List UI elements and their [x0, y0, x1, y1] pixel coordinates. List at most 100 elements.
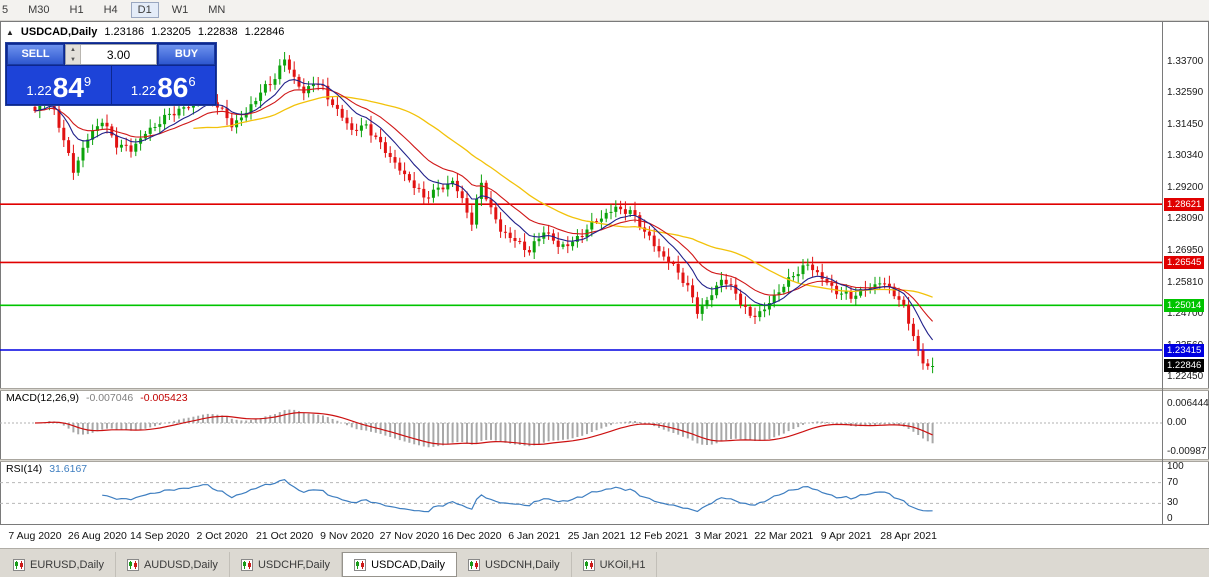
chart-icon: [582, 558, 595, 571]
date-axis-label: 26 Aug 2020: [67, 530, 127, 542]
macd-signal-value: -0.005423: [140, 392, 188, 404]
buy-price-pips: 86: [157, 72, 189, 104]
date-axis-label: 3 Mar 2021: [694, 530, 748, 542]
timeframe-button-h1[interactable]: H1: [69, 4, 84, 16]
chart-tab-label: USDCHF,Daily: [257, 558, 331, 571]
timeframe-button-h4[interactable]: H4: [103, 4, 118, 16]
chart-icon: [354, 558, 367, 571]
sell-price-pips: 84: [52, 72, 84, 104]
buy-price-prefix: 1.22: [130, 83, 157, 98]
ohlc-low: 1.22838: [197, 26, 238, 38]
volume-value[interactable]: 3.00: [106, 48, 131, 62]
level-price-tag[interactable]: 1.25014: [1164, 298, 1205, 312]
timeframe-button-m30[interactable]: M30: [28, 4, 50, 16]
macd-main-value: -0.007046: [85, 392, 134, 404]
date-axis-label: 6 Jan 2021: [508, 530, 561, 542]
date-axis-label: 14 Sep 2020: [130, 530, 190, 542]
ohlc-high: 1.23205: [151, 26, 191, 38]
date-axis-label: 2 Oct 2020: [196, 530, 248, 542]
date-axis-label: 28 Apr 2021: [880, 530, 937, 542]
macd-axis-label: -0.00987: [1167, 445, 1207, 457]
price-axis-label: 1.22450: [1167, 371, 1204, 383]
sell-price-display[interactable]: 1.22 84 9: [7, 66, 111, 104]
price-axis-label: 1.26950: [1167, 245, 1204, 257]
timeframe-toolbar: 5 M30 H1 H4 D1 W1 MN: [0, 0, 1209, 21]
rsi-axis-label: 0: [1167, 513, 1173, 524]
ohlc-close: 1.22846: [244, 26, 285, 38]
date-axis-label: 9 Apr 2021: [820, 530, 872, 542]
date-axis-label: 12 Feb 2021: [629, 530, 689, 542]
rsi-plot[interactable]: [0, 462, 1162, 524]
macd-axis-label: 0.006444: [1167, 398, 1209, 410]
level-price-tag[interactable]: 1.26545: [1164, 255, 1205, 269]
volume-field[interactable]: ▲ ▼ 3.00: [65, 44, 157, 65]
date-axis-label: 7 Aug 2020: [8, 530, 62, 542]
price-axis-label: 1.28090: [1167, 213, 1204, 225]
chart-tab-label: USDCNH,Daily: [485, 558, 560, 571]
sell-price-point: 9: [83, 74, 92, 89]
chart-tab-audusd[interactable]: AUDUSD,Daily: [116, 552, 230, 577]
chart-tab-usdcad[interactable]: USDCAD,Daily: [342, 552, 458, 577]
chart-tab-label: USDCAD,Daily: [371, 558, 446, 571]
candlestick-plot[interactable]: [0, 22, 1162, 388]
price-axis-label: 1.25810: [1167, 276, 1204, 288]
rsi-name: RSI(14): [6, 463, 43, 475]
chart-tab-label: UKOil,H1: [599, 558, 646, 571]
chart-tab-bar: EURUSD,Daily AUDUSD,Daily USDCHF,Daily USDC…: [0, 548, 1209, 577]
ohlc-open: 1.23186: [104, 26, 145, 38]
macd-plot[interactable]: [0, 391, 1162, 459]
volume-up-button[interactable]: ▲: [70, 47, 76, 53]
sell-button[interactable]: SELL: [7, 44, 64, 65]
buy-button[interactable]: BUY: [158, 44, 215, 65]
volume-spinner: ▲ ▼: [66, 45, 81, 64]
rsi-indicator-label: RSI(14) 31.6167: [6, 463, 94, 475]
volume-down-button[interactable]: ▼: [70, 57, 76, 63]
timeframe-button-w1[interactable]: W1: [171, 4, 189, 16]
price-axis-label: 1.30340: [1167, 150, 1204, 162]
price-axis-label: 1.33700: [1167, 56, 1204, 68]
chart-icon: [240, 558, 253, 571]
date-axis-label: 25 Jan 2021: [567, 530, 626, 542]
price-axis-label: 1.29200: [1167, 182, 1204, 194]
price-axis-label: 1.24700: [1167, 308, 1204, 320]
current-price-tag: 1.22846: [1164, 359, 1205, 373]
price-axis[interactable]: 1.33700 1.32590 1.31450 1.30340 1.29200 1.280…: [1162, 22, 1209, 525]
rsi-axis-label: 100: [1167, 461, 1184, 472]
date-axis-label: 9 Nov 2020: [320, 530, 374, 542]
macd-axis-label: 0.00: [1167, 417, 1187, 428]
date-axis-label: 16 Dec 2020: [442, 530, 502, 542]
timeframe-button-mn[interactable]: MN: [208, 4, 226, 16]
macd-name: MACD(12,26,9): [6, 392, 79, 404]
chart-tab-ukoil[interactable]: UKOil,H1: [572, 552, 658, 577]
date-axis-label: 21 Oct 2020: [255, 530, 314, 542]
level-price-tag[interactable]: 1.28621: [1164, 197, 1205, 211]
time-axis[interactable]: 7 Aug 2020 26 Aug 2020 14 Sep 2020 2 Oct 20…: [0, 525, 1209, 548]
collapse-trade-panel-icon[interactable]: ▲: [6, 27, 14, 37]
chart-header: ▲ USDCAD,Daily 1.23186 1.23205 1.22838 1…: [6, 26, 284, 38]
price-axis-label: 1.32590: [1167, 87, 1204, 99]
chart-tab-label: EURUSD,Daily: [30, 558, 104, 571]
timeframe-button-d1[interactable]: D1: [130, 2, 159, 18]
chart-tab-eurusd[interactable]: EURUSD,Daily: [2, 552, 116, 577]
buy-price-point: 6: [188, 74, 196, 89]
rsi-value: 31.6167: [49, 463, 88, 475]
price-axis-label: 1.31450: [1167, 119, 1204, 131]
date-axis-label: 22 Mar 2021: [754, 530, 814, 542]
sell-price-prefix: 1.22: [26, 83, 52, 98]
level-price-tag[interactable]: 1.23415: [1164, 343, 1205, 357]
chart-tab-usdcnh[interactable]: USDCNH,Daily: [457, 552, 572, 577]
rsi-axis-label: 30: [1167, 497, 1179, 509]
buy-price-display[interactable]: 1.22 86 6: [111, 66, 215, 104]
timeframe-button-5[interactable]: 5: [2, 4, 9, 16]
rsi-axis-label: 70: [1167, 476, 1179, 488]
chart-tab-usdchf[interactable]: USDCHF,Daily: [230, 552, 343, 577]
chart-tab-label: AUDUSD,Daily: [143, 558, 218, 571]
date-axis-label: 27 Nov 2020: [379, 530, 440, 542]
one-click-trading-panel: SELL ▲ ▼ 3.00 BUY 1.22 84 9 1.22 86 6: [5, 42, 217, 106]
chart-icon: [468, 558, 481, 571]
pane-splitter[interactable]: [0, 459, 1209, 462]
pane-splitter[interactable]: [0, 388, 1209, 391]
symbol-period-label: USDCAD,Daily: [20, 26, 98, 38]
macd-indicator-label: MACD(12,26,9) -0.007046 -0.005423: [6, 392, 195, 404]
